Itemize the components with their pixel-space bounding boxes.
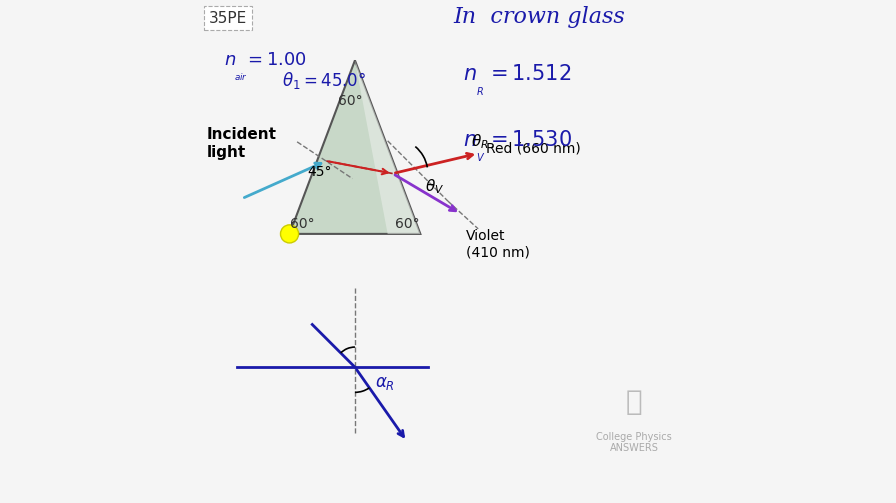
Text: In  crown glass: In crown glass	[453, 6, 625, 28]
Text: $n$: $n$	[463, 131, 477, 150]
Polygon shape	[289, 60, 420, 234]
Text: $= 1.512$: $= 1.512$	[486, 64, 571, 85]
Text: 60°: 60°	[289, 217, 314, 231]
Polygon shape	[355, 60, 420, 234]
Text: $_{air}$: $_{air}$	[234, 69, 248, 82]
Text: $\theta_V$: $\theta_V$	[426, 177, 444, 196]
Text: 45°: 45°	[307, 165, 332, 179]
Text: $= 1.00$: $= 1.00$	[245, 51, 307, 69]
Text: 60°: 60°	[338, 94, 362, 108]
Text: $_R$: $_R$	[476, 85, 484, 99]
Text: $\alpha_R$: $\alpha_R$	[375, 374, 395, 392]
Text: Incident
light: Incident light	[207, 127, 277, 159]
Text: Red (660 nm): Red (660 nm)	[486, 141, 581, 155]
Text: Violet
(410 nm): Violet (410 nm)	[466, 229, 530, 259]
Text: 🎓: 🎓	[625, 388, 642, 416]
Text: $_V$: $_V$	[476, 150, 485, 164]
Text: $\theta_R$: $\theta_R$	[470, 132, 488, 150]
Circle shape	[280, 225, 298, 243]
Text: 35PE: 35PE	[209, 11, 247, 26]
Text: College Physics
ANSWERS: College Physics ANSWERS	[596, 432, 672, 453]
Text: 60°: 60°	[395, 217, 420, 231]
Text: $n$: $n$	[463, 65, 477, 85]
Text: $= 1.530$: $= 1.530$	[486, 130, 572, 150]
Text: $\theta_1 = 45.0°$: $\theta_1 = 45.0°$	[282, 69, 366, 91]
Text: $n$: $n$	[224, 51, 237, 69]
